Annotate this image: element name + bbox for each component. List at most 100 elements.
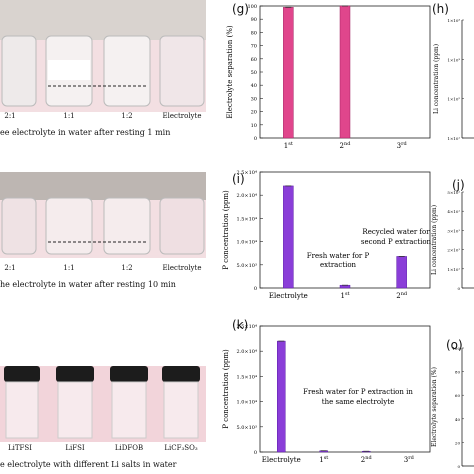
y-tick-label: 2.0×10⁴ xyxy=(236,349,257,355)
y-tick-label: 20 xyxy=(455,440,461,445)
photo-panel-1 xyxy=(0,0,206,112)
y-tick-label: 60 xyxy=(251,57,257,63)
x-tick-label: 2nd xyxy=(340,141,352,150)
y-tick-label: 1×10¹ xyxy=(447,267,460,272)
y-tick-label: 5×10¹ xyxy=(447,190,460,195)
x-tick-label: 1st xyxy=(340,291,349,300)
annotation: Fresh water for P xyxy=(307,252,370,260)
bar xyxy=(283,7,294,139)
y-tick-label: 50 xyxy=(251,70,257,76)
y-tick-label: 1.5×10⁴ xyxy=(236,374,257,380)
vial-label: LiFSI xyxy=(65,444,85,452)
vial-label: 1:2 xyxy=(121,264,133,272)
annotation: extraction xyxy=(320,261,357,269)
y-axis-label: Electrolyte separation (%) xyxy=(431,367,438,447)
y-tick-label: 5.0×10³ xyxy=(236,425,257,431)
chart-h: Li concentration (ppm) 1×10¹ 1×10² 1×10³ 1×1… xyxy=(433,18,474,141)
annotation: the same electrolyte xyxy=(322,398,394,406)
y-tick-label: 0 xyxy=(254,136,257,142)
vial-label: Electrolyte xyxy=(162,264,202,272)
y-tick-label: 100 xyxy=(247,4,257,10)
vial-photo-3 xyxy=(0,366,206,442)
y-tick-label: 2×10¹ xyxy=(447,248,460,253)
y-axis-label: Li concentration (ppm) xyxy=(433,44,440,114)
chart-i: P concentration (ppm) 0 5.0×10³ 1.0×10⁴ 1.5×… xyxy=(222,170,432,300)
panel-label-g: (g) xyxy=(232,2,249,16)
y-tick-label: 80 xyxy=(251,30,257,36)
vial-label: 1:1 xyxy=(63,112,75,120)
chart-g: Electrolyte separation (%) 0 10 20 30 40 50 60 7… xyxy=(226,4,431,150)
photo-caption: he electrolyte in water after resting 10… xyxy=(0,280,176,289)
y-tick-label: 40 xyxy=(455,417,461,422)
x-tick-label: 1st xyxy=(319,455,328,464)
y-tick-label: 10 xyxy=(251,123,257,129)
y-tick-label: 1.0×10⁴ xyxy=(236,400,257,406)
y-tick-label: 1×10³ xyxy=(447,18,460,23)
y-tick-label: 30 xyxy=(251,96,257,102)
annotation: Fresh water for P extraction in xyxy=(303,388,413,396)
panel-label-h: (h) xyxy=(432,2,449,16)
x-tick-label: 2nd xyxy=(361,455,373,464)
x-tick-label: 3rd xyxy=(397,141,408,150)
vial-label: LiDFOB xyxy=(114,444,144,452)
plot-frame xyxy=(259,325,431,453)
y-tick-label: 0 xyxy=(457,286,460,291)
x-tick-label: Electrolyte xyxy=(269,292,308,300)
panel-label-i: (i) xyxy=(232,172,245,186)
y-axis-label: Electrolyte separation (%) xyxy=(226,25,234,118)
photo-panel-3 xyxy=(0,366,206,442)
bar xyxy=(339,284,351,289)
photo-caption: ee electrolyte in water after resting 1 … xyxy=(0,128,171,137)
y-tick-label: 4×10¹ xyxy=(447,209,460,214)
vial-label: 1:1 xyxy=(63,264,75,272)
bar xyxy=(277,340,286,453)
y-tick-label: 70 xyxy=(251,44,257,50)
bar xyxy=(339,5,351,139)
y-tick-label: 0 xyxy=(254,450,257,456)
photo-panel-2 xyxy=(0,172,206,258)
x-tick-label: 1st xyxy=(284,141,293,150)
y-tick-label: 40 xyxy=(251,83,257,89)
y-axis-label: P concentration (ppm) xyxy=(222,349,230,429)
y-tick-label: 2.5×10⁴ xyxy=(236,170,257,176)
annotation: second P extraction xyxy=(361,238,432,246)
vial-label: Electrolyte xyxy=(162,112,202,120)
panel-label-j: (j) xyxy=(452,178,465,192)
photo-caption: e electrolyte with different Li salts in… xyxy=(0,460,177,469)
y-tick-label: 3×10¹ xyxy=(447,228,460,233)
y-tick-label: 0 xyxy=(254,286,257,292)
x-tick-label: 2nd xyxy=(396,291,408,300)
y-axis-label: Li concentration (ppm) xyxy=(431,205,438,275)
vial-photo-1 xyxy=(0,0,206,112)
vial-label: LiCF₃SO₃ xyxy=(164,444,198,452)
x-tick-label: Electrolyte xyxy=(262,456,301,464)
y-tick-label: 20 xyxy=(251,110,257,116)
y-tick-label: 2.0×10⁴ xyxy=(236,193,257,199)
panel-label-o: (o) xyxy=(446,338,463,352)
bar xyxy=(396,256,407,289)
y-tick-label: 1×10³ xyxy=(447,57,460,62)
bar xyxy=(283,185,294,289)
y-tick-label: 1.0×10⁴ xyxy=(236,240,257,246)
x-tick-label: 3rd xyxy=(404,455,415,464)
vial-label: 2:1 xyxy=(4,264,16,272)
chart-j: Li concentration (ppm) 5×10¹ 4×10¹ 3×10¹ 2×1… xyxy=(431,190,474,291)
y-tick-label: 2.5×10⁴ xyxy=(236,324,257,330)
annotation: Recycled water for xyxy=(362,228,430,236)
y-tick-label: 5.0×10³ xyxy=(236,263,257,269)
panel-label-k: (k) xyxy=(232,318,249,332)
y-tick-label: 1×10¹ xyxy=(447,136,460,141)
vial-label: LiTFSI xyxy=(8,444,32,452)
y-axis-label: P concentration (ppm) xyxy=(222,190,230,270)
vial-label: 1:2 xyxy=(121,112,133,120)
y-tick-label: 100 xyxy=(452,346,460,351)
y-tick-label: 1.5×10⁴ xyxy=(236,216,257,222)
y-tick-label: 0 xyxy=(457,464,460,469)
vial-photo-2 xyxy=(0,172,206,258)
y-tick-label: 80 xyxy=(455,370,461,375)
chart-k: P concentration (ppm) 0 5.0×10³ 1.0×10⁴ 1.5×… xyxy=(222,324,431,464)
chart-o: Electrolyte separation (%) 0 20 40 60 80 100 xyxy=(431,346,474,469)
y-tick-label: 90 xyxy=(251,17,257,23)
vial-label: 2:1 xyxy=(4,112,16,120)
y-tick-label: 1×10² xyxy=(447,97,460,102)
